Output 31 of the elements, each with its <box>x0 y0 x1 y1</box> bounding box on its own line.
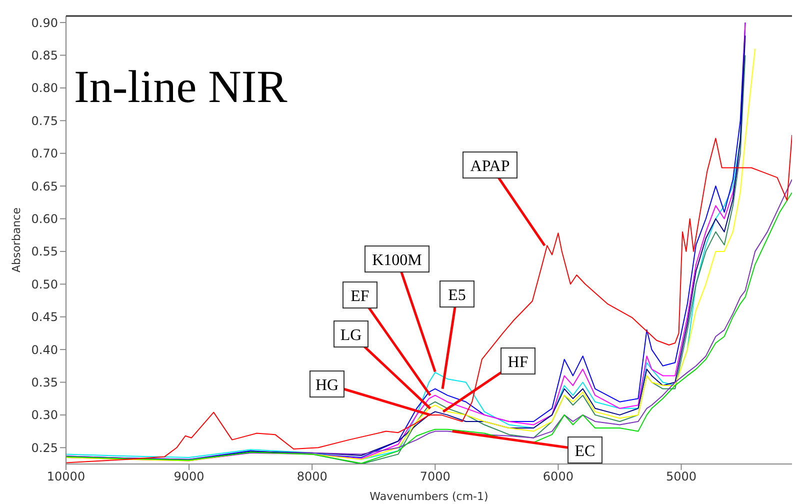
y-tick-label: 0.90 <box>31 16 58 30</box>
y-axis-title: Absorbance <box>10 207 23 273</box>
x-tick-label: 5000 <box>666 470 697 484</box>
annotation: E5 <box>448 287 466 304</box>
annotation: LG <box>340 327 362 344</box>
annotation: HG <box>315 377 339 394</box>
annotation: HF <box>508 354 528 371</box>
y-tick-label: 0.40 <box>31 342 58 357</box>
y-tick-label: 0.55 <box>31 244 58 259</box>
y-tick-label: 0.70 <box>31 146 58 161</box>
y-tick-label: 0.75 <box>31 114 58 128</box>
y-tick-label: 0.45 <box>31 310 58 324</box>
annotation: K100M <box>372 252 422 269</box>
x-tick-label: 8000 <box>296 470 328 484</box>
y-tick-label: 0.30 <box>31 408 58 422</box>
y-tick-label: 0.50 <box>31 277 58 292</box>
x-tick-label: 10000 <box>46 470 86 484</box>
x-tick-label: 6000 <box>542 470 574 484</box>
y-tick-label: 0.35 <box>31 376 58 390</box>
y-tick-label: 0.65 <box>31 179 58 194</box>
y-tick-label: 0.25 <box>31 440 58 455</box>
x-axis-title: Wavenumbers (cm-1) <box>370 490 488 503</box>
text: In-line NIR <box>74 61 288 112</box>
x-tick-label: 9000 <box>174 470 204 484</box>
annotation: EC <box>574 443 596 460</box>
y-tick-label: 0.85 <box>31 48 58 62</box>
y-tick-label: 0.80 <box>31 81 58 96</box>
y-tick-label: 0.60 <box>31 212 58 226</box>
x-tick-label: 7000 <box>420 470 450 484</box>
annotation: EF <box>350 288 370 305</box>
annotation: APAP <box>470 158 510 175</box>
